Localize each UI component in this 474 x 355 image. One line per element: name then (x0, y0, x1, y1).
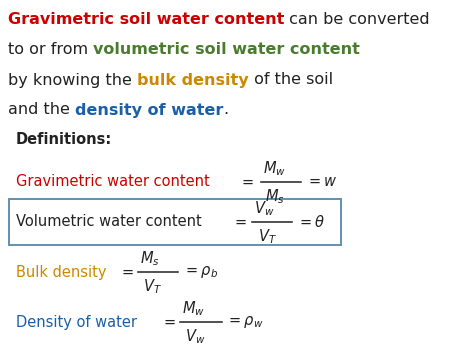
Text: Gravimetric water content: Gravimetric water content (16, 175, 210, 190)
Text: =: = (164, 315, 176, 329)
Text: volumetric soil water content: volumetric soil water content (93, 43, 360, 58)
Text: =: = (122, 264, 134, 279)
Text: $= \rho_b$: $= \rho_b$ (183, 264, 218, 280)
Text: $= \rho_w$: $= \rho_w$ (226, 314, 264, 330)
Text: $M_s$: $M_s$ (265, 188, 285, 206)
Text: $M_s$: $M_s$ (140, 250, 160, 268)
Text: $V_T$: $V_T$ (258, 228, 277, 246)
FancyBboxPatch shape (9, 199, 341, 245)
Text: by knowing the: by knowing the (8, 72, 137, 87)
Text: Definitions:: Definitions: (16, 132, 112, 147)
Text: $= \theta$: $= \theta$ (297, 214, 326, 230)
Text: Density of water: Density of water (16, 315, 137, 329)
Text: $V_w$: $V_w$ (185, 328, 205, 346)
Text: $M_w$: $M_w$ (263, 160, 286, 178)
Text: to or from: to or from (8, 43, 93, 58)
Text: Bulk density: Bulk density (16, 264, 107, 279)
Text: =: = (242, 175, 254, 190)
Text: Gravimetric soil water content: Gravimetric soil water content (8, 12, 284, 27)
Text: $V_T$: $V_T$ (143, 278, 162, 296)
Text: of the soil: of the soil (249, 72, 333, 87)
Text: Volumetric water content: Volumetric water content (16, 214, 202, 229)
Text: $M_w$: $M_w$ (182, 300, 205, 318)
Text: =: = (235, 214, 247, 229)
Text: can be converted: can be converted (284, 12, 430, 27)
Text: and the: and the (8, 103, 75, 118)
Text: $= w$: $= w$ (306, 175, 338, 190)
Text: bulk density: bulk density (137, 72, 249, 87)
Text: $V_w$: $V_w$ (254, 200, 274, 218)
Text: .: . (223, 103, 228, 118)
Text: density of water: density of water (75, 103, 223, 118)
